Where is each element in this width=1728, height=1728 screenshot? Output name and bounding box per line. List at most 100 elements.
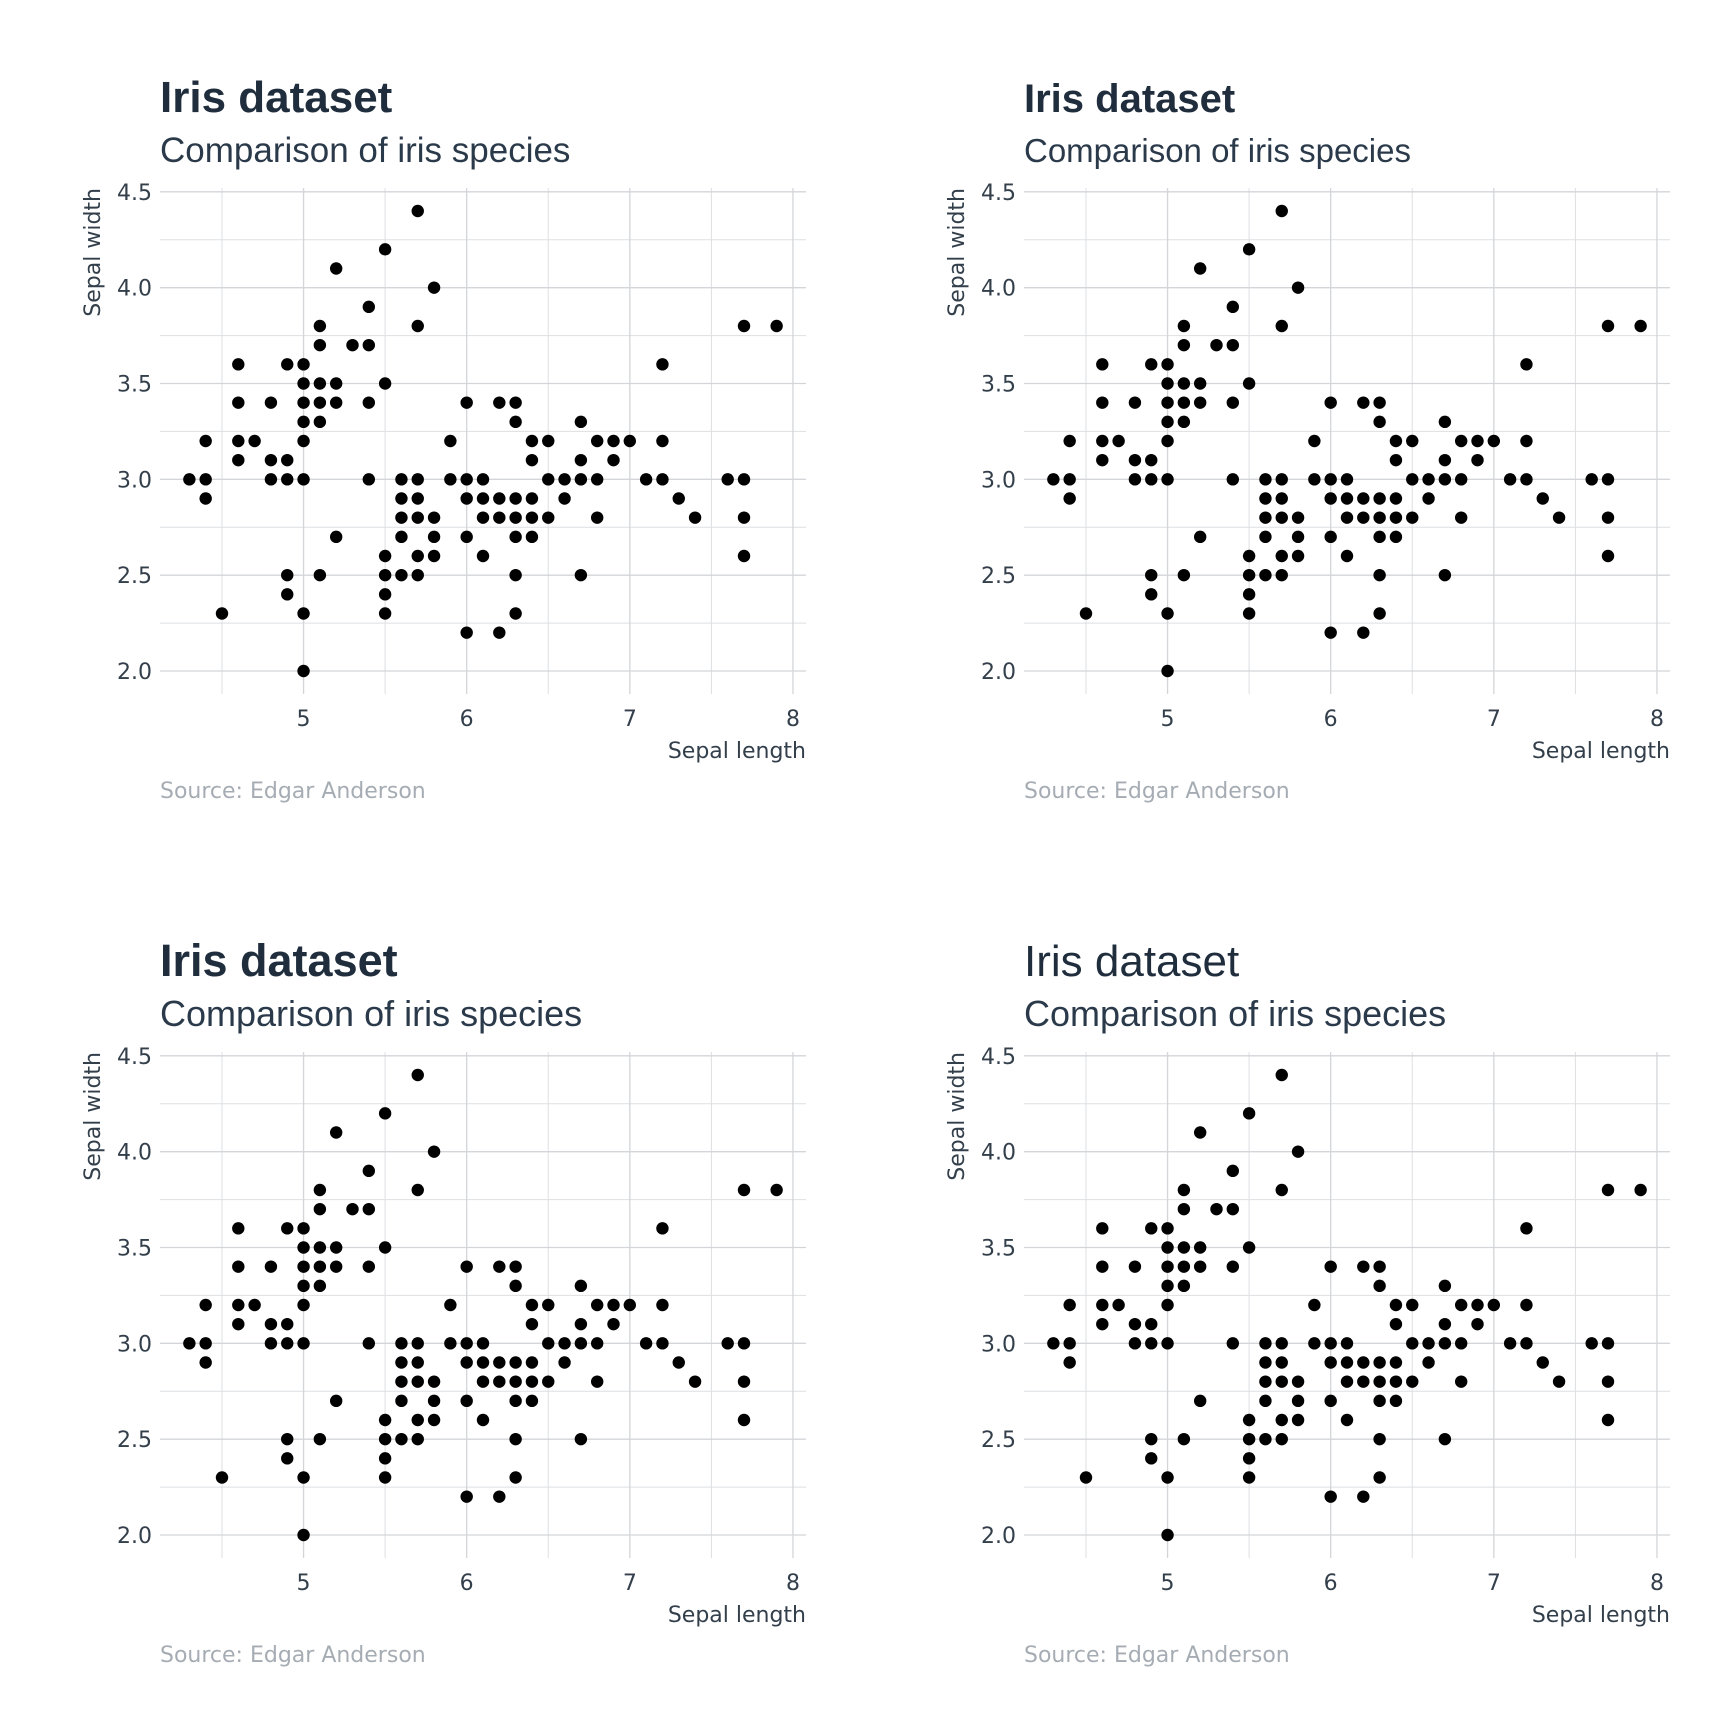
y-tick-label: 3.0 [117,468,152,493]
tick-labels: 5 6 7 8 2.0 2.5 3.0 3.5 4.0 4.5 [117,1045,800,1596]
data-point [509,396,522,409]
data-point [313,1183,327,1197]
data-point [378,549,392,563]
data-point [509,1279,522,1293]
data-point [1406,473,1419,486]
data-point [1389,1298,1403,1312]
data-point [444,1337,457,1350]
data-point [1487,1298,1501,1312]
data-point [297,415,310,429]
data-point [460,473,473,486]
data-point [1291,530,1305,544]
data-point [1585,473,1598,486]
data-point [264,1337,278,1350]
data-point [362,338,376,352]
data-point [1275,511,1288,524]
data-point [232,1298,245,1312]
data-point [1193,1241,1207,1254]
data-point [1438,1279,1452,1293]
data-point [1193,262,1207,275]
data-point [542,434,555,448]
data-point [378,568,392,582]
data-point [1406,1298,1419,1312]
data-point [737,473,751,486]
data-point [1601,1375,1615,1388]
data-point [1161,396,1174,409]
data-point [1406,434,1419,448]
y-tick-label: 4.5 [981,181,1016,206]
data-point [1634,319,1647,333]
data-point [1177,1260,1191,1273]
data-point [493,511,506,524]
data-point [1389,1375,1403,1388]
data-point [1128,396,1142,409]
data-point [411,511,424,524]
data-point [1601,549,1615,563]
data-point [1242,1471,1256,1484]
data-point [1552,511,1566,524]
data-point [688,511,702,524]
data-point [525,434,539,448]
y-tick-label: 2.0 [117,660,152,685]
data-point [476,1413,490,1427]
data-point [1145,1452,1158,1465]
data-point [427,530,441,544]
data-point [525,1317,539,1331]
x-tick-label: 5 [297,707,311,732]
data-point [1373,511,1386,524]
data-point [313,377,327,390]
data-point [1145,568,1158,582]
data-point [329,396,343,409]
data-point [329,1260,343,1273]
data-point [1291,1375,1305,1388]
tick-labels: 5 6 7 8 2.0 2.5 3.0 3.5 4.0 4.5 [981,1045,1664,1596]
data-point [264,453,278,467]
data-point [1063,434,1076,448]
data-point [362,473,376,486]
data-point [444,473,457,486]
data-point [313,396,327,409]
x-tick-label: 7 [1487,1571,1501,1596]
data-point [232,1260,245,1273]
data-point [1438,568,1452,582]
data-point [509,1394,522,1408]
data-point [411,1068,424,1082]
data-point [1454,511,1468,524]
chart-title: Iris dataset [160,73,393,122]
data-point [362,396,376,409]
data-point [264,473,278,486]
data-point [313,1202,327,1216]
scatter-chart: 5 6 7 8 2.0 2.5 3.0 3.5 4.0 4.5 Iris dataset Comp… [81,73,806,804]
data-point [1210,338,1223,352]
data-point [1063,1337,1076,1350]
data-point [1242,568,1256,582]
data-point [395,473,408,486]
data-point [411,1413,424,1427]
data-point [1389,434,1403,448]
y-tick-label: 4.5 [981,1045,1016,1070]
data-point [1291,1145,1305,1158]
data-point [378,1452,392,1465]
data-point [378,607,392,620]
data-point [297,1337,310,1350]
data-point [590,1375,604,1388]
data-point [297,607,310,620]
data-point [427,1413,441,1427]
data-point [1324,1337,1337,1350]
data-point [460,1337,473,1350]
data-point [199,473,212,486]
data-point [199,492,212,505]
data-point [1161,607,1174,620]
data-point [1242,607,1256,620]
data-point [1373,607,1386,620]
data-point [1585,1337,1598,1350]
data-point [1503,473,1517,486]
data-point [1324,1490,1337,1503]
data-point [1275,1337,1288,1350]
data-point [362,1260,376,1273]
data-point [395,1394,408,1408]
data-point [1226,1337,1240,1350]
data-point [1226,396,1240,409]
data-point [1275,473,1288,486]
data-point [1373,1375,1386,1388]
